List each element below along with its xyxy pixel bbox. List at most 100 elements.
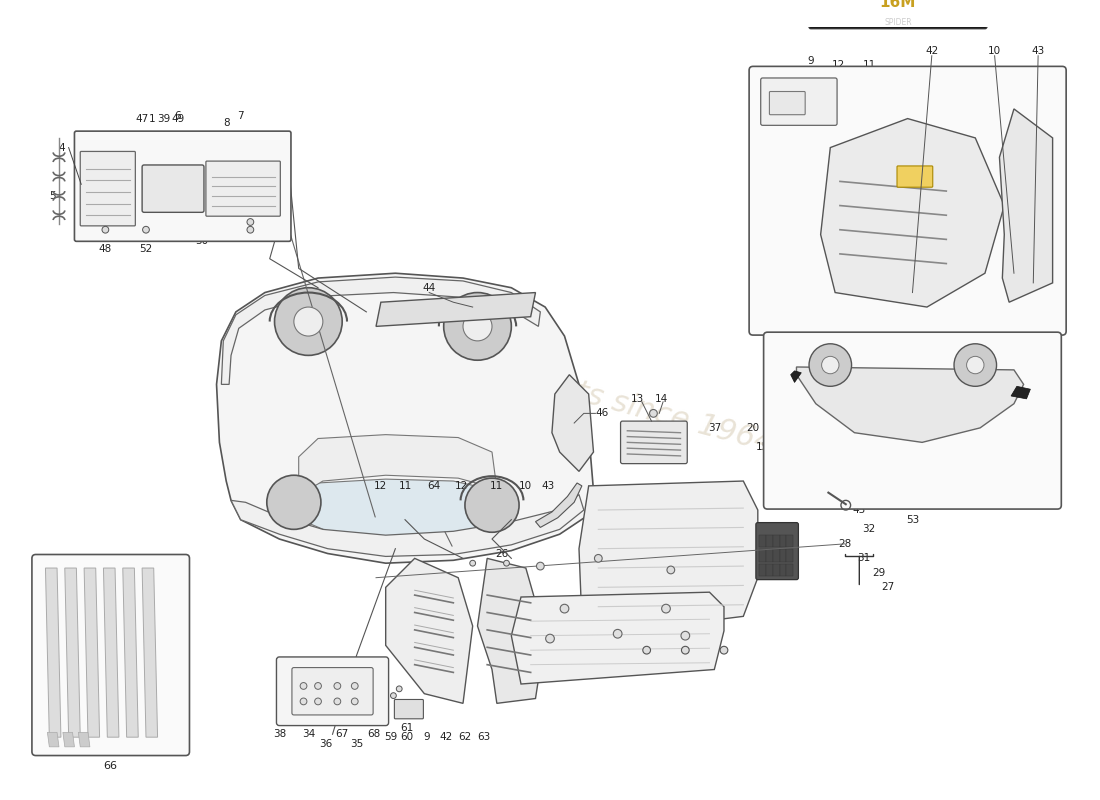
- Text: 2: 2: [248, 225, 254, 234]
- Text: 11: 11: [491, 481, 504, 491]
- FancyBboxPatch shape: [773, 549, 780, 562]
- Text: 37: 37: [707, 423, 721, 433]
- Text: 42: 42: [439, 732, 452, 742]
- Circle shape: [300, 682, 307, 690]
- Text: 36: 36: [319, 739, 332, 749]
- Text: 57: 57: [654, 582, 668, 592]
- Circle shape: [822, 356, 839, 374]
- Text: 60: 60: [400, 732, 414, 742]
- Circle shape: [334, 698, 341, 705]
- FancyBboxPatch shape: [808, 0, 987, 29]
- FancyBboxPatch shape: [786, 534, 793, 547]
- Text: 12: 12: [374, 481, 387, 491]
- Text: 10: 10: [519, 481, 532, 491]
- Text: 29: 29: [626, 555, 639, 566]
- Text: 67: 67: [336, 730, 349, 739]
- Polygon shape: [1000, 109, 1053, 302]
- Polygon shape: [536, 483, 582, 527]
- FancyBboxPatch shape: [766, 549, 773, 562]
- Circle shape: [661, 604, 670, 613]
- FancyBboxPatch shape: [769, 91, 805, 114]
- Circle shape: [470, 560, 475, 566]
- FancyBboxPatch shape: [759, 564, 766, 576]
- Text: 42: 42: [925, 46, 938, 56]
- Polygon shape: [477, 558, 546, 703]
- Text: 50: 50: [196, 236, 209, 246]
- Text: 39: 39: [156, 114, 170, 123]
- Text: 11: 11: [862, 61, 876, 70]
- Circle shape: [275, 288, 342, 355]
- Text: SCUDERIA: SCUDERIA: [870, 10, 926, 20]
- Polygon shape: [78, 732, 90, 747]
- Circle shape: [351, 698, 359, 705]
- FancyBboxPatch shape: [756, 522, 799, 580]
- Text: 44: 44: [422, 282, 436, 293]
- Text: 63: 63: [477, 732, 491, 742]
- Text: a passion for parts since 1964: a passion for parts since 1964: [323, 310, 777, 458]
- Text: 15: 15: [756, 442, 769, 452]
- Text: 28: 28: [592, 544, 605, 554]
- Text: 53: 53: [905, 514, 920, 525]
- Text: 47: 47: [135, 114, 149, 123]
- Circle shape: [315, 682, 321, 690]
- Text: 46: 46: [595, 408, 608, 418]
- FancyBboxPatch shape: [749, 66, 1066, 335]
- FancyBboxPatch shape: [773, 564, 780, 576]
- Polygon shape: [45, 568, 60, 737]
- FancyBboxPatch shape: [780, 534, 786, 547]
- Circle shape: [465, 478, 519, 532]
- Circle shape: [614, 630, 622, 638]
- Circle shape: [681, 631, 690, 640]
- Text: 31: 31: [858, 554, 871, 563]
- Text: 9: 9: [424, 732, 430, 742]
- Text: 48: 48: [99, 244, 112, 254]
- Text: 41: 41: [561, 611, 574, 622]
- FancyBboxPatch shape: [75, 131, 292, 242]
- Text: 28: 28: [645, 558, 658, 568]
- Text: 13: 13: [630, 394, 644, 404]
- FancyBboxPatch shape: [786, 549, 793, 562]
- Circle shape: [463, 312, 492, 341]
- Circle shape: [267, 475, 321, 530]
- Text: 3: 3: [248, 231, 254, 242]
- FancyBboxPatch shape: [896, 166, 933, 187]
- FancyBboxPatch shape: [766, 564, 773, 576]
- Circle shape: [594, 554, 602, 562]
- FancyBboxPatch shape: [759, 534, 766, 547]
- Circle shape: [720, 646, 728, 654]
- Text: 56: 56: [524, 655, 537, 665]
- Text: 52: 52: [140, 244, 153, 254]
- Polygon shape: [47, 732, 59, 747]
- Text: 16M: 16M: [880, 0, 916, 10]
- FancyBboxPatch shape: [620, 421, 688, 464]
- Polygon shape: [299, 434, 497, 495]
- Circle shape: [504, 560, 509, 566]
- FancyBboxPatch shape: [80, 151, 135, 226]
- Polygon shape: [289, 479, 512, 539]
- Text: SPIDER: SPIDER: [884, 18, 912, 27]
- Text: 25: 25: [491, 635, 504, 646]
- Text: 30: 30: [606, 558, 619, 568]
- Text: 17: 17: [785, 471, 799, 482]
- Circle shape: [143, 226, 150, 233]
- FancyBboxPatch shape: [763, 332, 1062, 509]
- Text: 7: 7: [238, 110, 244, 121]
- Circle shape: [334, 682, 341, 690]
- Text: 55: 55: [509, 645, 522, 655]
- Polygon shape: [217, 274, 594, 563]
- Text: 29: 29: [872, 568, 886, 578]
- Circle shape: [300, 698, 307, 705]
- Text: 32: 32: [862, 524, 876, 534]
- Text: 16: 16: [790, 457, 803, 466]
- Circle shape: [954, 344, 997, 386]
- Polygon shape: [386, 558, 473, 703]
- Polygon shape: [376, 293, 536, 326]
- Text: 38: 38: [273, 730, 286, 739]
- Circle shape: [560, 604, 569, 613]
- FancyBboxPatch shape: [766, 534, 773, 547]
- FancyBboxPatch shape: [780, 549, 786, 562]
- Text: 12: 12: [832, 61, 845, 70]
- Circle shape: [667, 566, 674, 574]
- Text: 34: 34: [301, 730, 315, 739]
- Text: 49: 49: [172, 114, 185, 123]
